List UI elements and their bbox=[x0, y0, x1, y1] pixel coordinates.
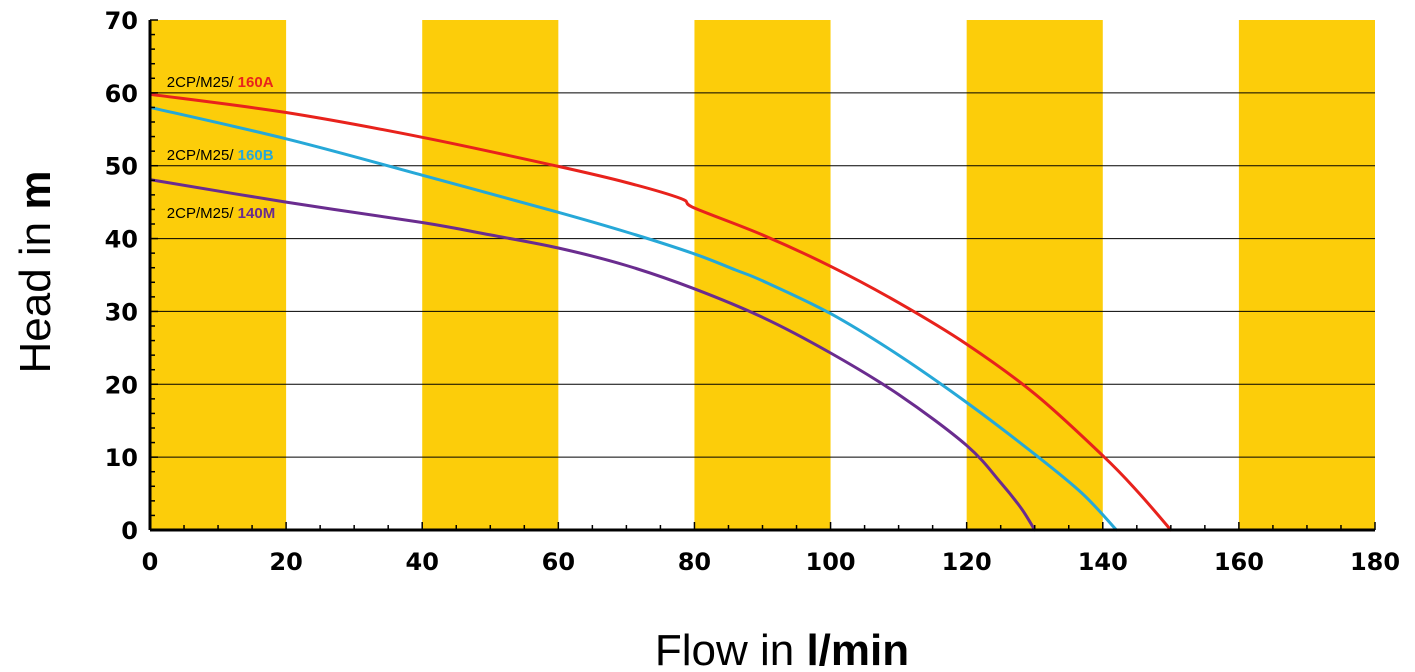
x-axis-title-unit: l/min bbox=[806, 626, 909, 672]
y-tick-label: 70 bbox=[105, 7, 138, 35]
y-axis-title: Head in m bbox=[11, 170, 60, 373]
x-tick-label: 20 bbox=[269, 548, 302, 576]
tick-labels: 0 20 40 60 80 100 120 140 160 180 0 10 20 30 40 50 60 70 bbox=[105, 7, 1400, 576]
y-gridlines bbox=[150, 92, 1375, 458]
x-tick-label: 100 bbox=[806, 548, 856, 576]
x-tick-label: 0 bbox=[142, 548, 159, 576]
y-tick-label: 50 bbox=[105, 153, 138, 181]
series-line-160a bbox=[148, 92, 1173, 532]
y-axis-title-prefix: Head in bbox=[11, 210, 60, 374]
yellow-band bbox=[694, 20, 831, 530]
yellow-band bbox=[1238, 20, 1375, 530]
series-lines bbox=[148, 92, 1173, 532]
series-label-model: 160A bbox=[238, 74, 274, 91]
y-tick-label: 10 bbox=[105, 444, 138, 472]
axis-ticks bbox=[149, 19, 1376, 531]
x-tick-label: 160 bbox=[1214, 548, 1264, 576]
x-axis-title: Flow in l/min bbox=[655, 626, 909, 672]
series-label-prefix: 2CP/M25/ bbox=[167, 147, 238, 164]
x-tick-label: 60 bbox=[542, 548, 575, 576]
series-label-model: 160B bbox=[238, 147, 274, 164]
series-label-160b: 2CP/M25/ 160B bbox=[167, 147, 274, 164]
y-axis-title-unit: m bbox=[11, 170, 60, 209]
x-tick-label: 80 bbox=[678, 548, 711, 576]
yellow-band bbox=[150, 20, 287, 530]
series-label-140m: 2CP/M25/ 140M bbox=[167, 205, 275, 222]
series-label-prefix: 2CP/M25/ bbox=[167, 74, 238, 91]
series-label-160a: 2CP/M25/ 160A bbox=[167, 74, 274, 91]
y-tick-label: 60 bbox=[105, 80, 138, 108]
x-tick-label: 120 bbox=[942, 548, 992, 576]
x-tick-label: 180 bbox=[1350, 548, 1400, 576]
yellow-band bbox=[422, 20, 559, 530]
y-tick-label: 40 bbox=[105, 226, 138, 254]
series-line-140m bbox=[148, 178, 1037, 532]
x-axis-title-prefix: Flow in bbox=[655, 626, 807, 672]
y-tick-label: 0 bbox=[121, 517, 138, 545]
y-tick-label: 20 bbox=[105, 371, 138, 399]
series-line-160b bbox=[148, 105, 1118, 532]
x-tick-label: 140 bbox=[1078, 548, 1128, 576]
y-tick-label: 30 bbox=[105, 298, 138, 326]
series-label-prefix: 2CP/M25/ bbox=[167, 205, 238, 222]
yellow-bands bbox=[150, 20, 1375, 530]
x-tick-label: 40 bbox=[406, 548, 439, 576]
series-label-model: 140M bbox=[238, 205, 276, 222]
yellow-band bbox=[966, 20, 1103, 530]
